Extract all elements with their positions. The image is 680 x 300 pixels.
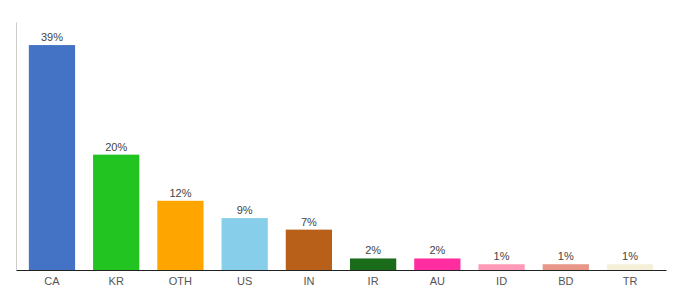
data-label: 1%	[494, 250, 510, 262]
data-label: 1%	[558, 250, 574, 262]
y-axis-line	[16, 23, 17, 271]
x-axis: CA KR OTH US IN IR AU ID BD TR	[17, 271, 667, 287]
data-labels: 39% 20% 12% 9% 7% 2% 2% 1% 1% 1%	[41, 31, 638, 262]
x-tick-label: AU	[430, 275, 445, 287]
data-label: 1%	[622, 250, 638, 262]
x-axis-line	[17, 270, 667, 271]
x-tick: IR	[368, 275, 379, 287]
bar	[222, 218, 268, 270]
x-tick-label: ID	[496, 275, 507, 287]
x-tick-label: US	[237, 275, 252, 287]
data-label: 9%	[237, 204, 253, 216]
x-tick: BD	[558, 275, 573, 287]
bar	[157, 201, 203, 270]
x-tick-label: IN	[303, 275, 314, 287]
x-tick: CA	[44, 275, 60, 287]
chart: CA KR OTH US IN IR AU ID BD TR 39% 20% 12% 9% 7% 2% 2% 1%…	[0, 0, 680, 300]
bar	[414, 258, 460, 270]
y-axis	[16, 23, 17, 271]
bar	[478, 264, 524, 270]
x-tick: IN	[303, 275, 314, 287]
bar	[93, 155, 139, 270]
x-tick-label: IR	[368, 275, 379, 287]
bar	[29, 45, 75, 270]
x-tick: KR	[109, 275, 124, 287]
bar	[286, 230, 332, 270]
x-tick: OTH	[169, 275, 192, 287]
x-tick: TR	[623, 275, 638, 287]
data-label: 20%	[105, 141, 127, 153]
data-label: 7%	[301, 216, 317, 228]
data-label: 39%	[41, 31, 63, 43]
x-tick-label: OTH	[169, 275, 192, 287]
x-tick: AU	[430, 275, 445, 287]
x-tick-label: BD	[558, 275, 573, 287]
bars	[29, 45, 653, 270]
data-label: 2%	[429, 244, 445, 256]
data-label: 2%	[365, 244, 381, 256]
bar	[350, 258, 396, 270]
x-tick-label: CA	[44, 275, 60, 287]
x-tick: US	[237, 275, 252, 287]
bar	[607, 264, 653, 270]
x-tick-label: TR	[623, 275, 638, 287]
plot: CA KR OTH US IN IR AU ID BD TR 39% 20% 12% 9% 7% 2% 2% 1%…	[17, 23, 667, 287]
data-label: 12%	[169, 187, 191, 199]
x-tick: ID	[496, 275, 507, 287]
bar	[543, 264, 589, 270]
x-tick-label: KR	[109, 275, 124, 287]
